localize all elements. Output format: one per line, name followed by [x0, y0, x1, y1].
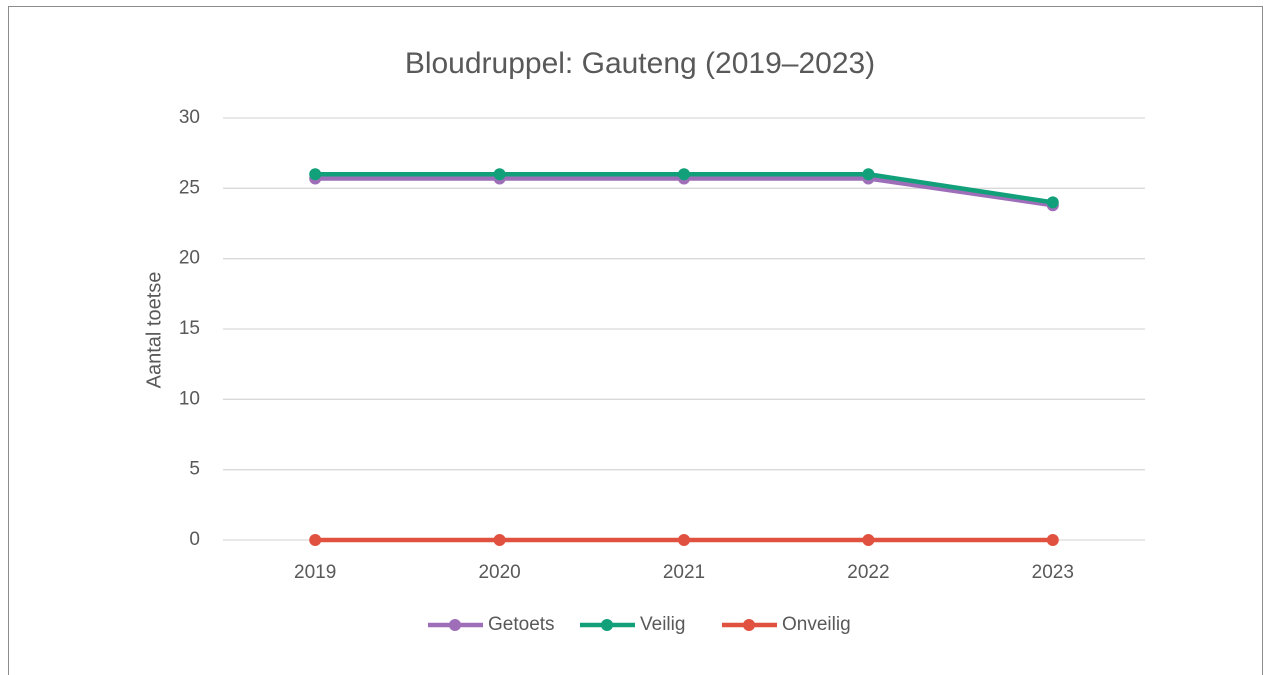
x-tick-label: 2021 [663, 562, 705, 583]
point [1046, 196, 1059, 209]
x-tick-label: 2023 [1032, 562, 1074, 583]
y-tick-label: 10 [179, 388, 200, 409]
legend-marker [743, 619, 755, 631]
x-tick-label: 2022 [847, 562, 889, 583]
y-tick-label: 5 [189, 459, 200, 480]
point [862, 534, 875, 546]
point [678, 168, 690, 181]
x-tick-label: 2019 [294, 562, 336, 583]
legend-marker [601, 619, 613, 631]
point [1046, 534, 1059, 546]
x-tick-label: 2020 [478, 562, 520, 583]
legend-label: Getoets [488, 614, 555, 635]
point [309, 168, 322, 181]
legend-label: Onveilig [782, 614, 851, 635]
legend-marker [449, 619, 461, 631]
y-tick-label: 25 [179, 177, 200, 198]
y-tick-label: 0 [189, 529, 200, 550]
point [309, 534, 322, 546]
point [862, 168, 875, 181]
y-tick-label: 20 [179, 248, 200, 269]
y-tick-label: 15 [179, 318, 200, 339]
point [678, 534, 690, 546]
legend-label: Veilig [640, 614, 685, 635]
point [493, 534, 506, 546]
point [493, 168, 506, 181]
y-tick-label: 30 [179, 107, 200, 128]
chart-title: Bloudruppel: Gauteng (2019–2023) [405, 47, 875, 80]
y-axis-label: Aantal toetse [143, 272, 165, 389]
